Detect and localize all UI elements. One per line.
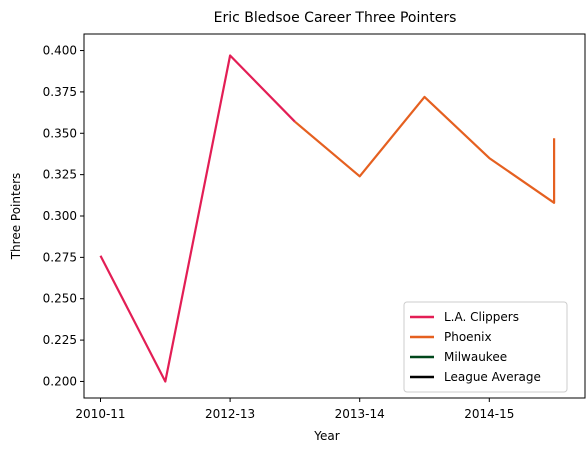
y-tick-label-0: 0.200	[43, 374, 77, 388]
x-tick-label-3: 2014-15	[464, 407, 514, 421]
y-tick-label-1: 0.225	[43, 333, 77, 347]
legend: L.A. Clippers Phoenix Milwaukee League Aver…	[403, 301, 568, 393]
x-axis-title: Year	[313, 429, 339, 443]
y-tick-label-2: 0.250	[43, 292, 77, 306]
x-tick-label-0: 2010-11	[75, 407, 125, 421]
y-tick-label-3: 0.275	[43, 250, 77, 264]
legend-label-2: Milwaukee	[444, 350, 507, 364]
series-line-0	[99, 54, 296, 383]
y-axis-title: Three Pointers	[9, 173, 23, 261]
legend-label-1: Phoenix	[444, 330, 492, 344]
chart-title: Eric Bledsoe Career Three Pointers	[214, 10, 457, 26]
legend-label-0: L.A. Clippers	[444, 310, 519, 324]
legend-box	[403, 301, 568, 393]
y-tick-label-5: 0.325	[43, 168, 77, 182]
y-tick-label-6: 0.350	[43, 126, 77, 140]
x-tick-label-2: 2013-14	[335, 407, 385, 421]
series-lines	[99, 54, 556, 383]
y-tick-label-8: 0.400	[43, 44, 77, 58]
series-line-1	[294, 95, 556, 204]
legend-label-3: League Average	[444, 370, 541, 384]
x-tick-label-1: 2012-13	[205, 407, 255, 421]
y-tick-label-7: 0.375	[43, 85, 77, 99]
y-tick-label-4: 0.300	[43, 209, 77, 223]
y-axis: 0.200 0.225 0.250 0.275 0.300 0.325 0.350 0.375…	[43, 44, 84, 388]
